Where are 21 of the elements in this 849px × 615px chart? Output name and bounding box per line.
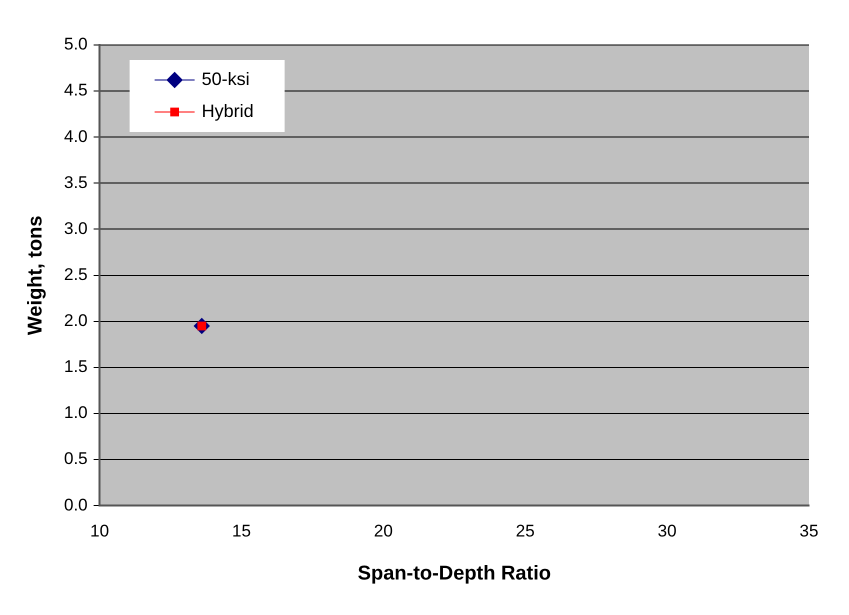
y-tick-label: 3.0: [64, 218, 88, 238]
y-tick-label: 2.0: [64, 311, 88, 330]
x-axis-title: Span-to-Depth Ratio: [358, 562, 551, 585]
x-tick-label: 35: [800, 521, 818, 540]
legend-label: Hybrid: [202, 100, 254, 121]
legend-label: 50-ksi: [202, 68, 250, 89]
x-tick-label: 30: [658, 521, 677, 540]
x-tick-label: 15: [232, 521, 251, 540]
y-tick-label: 1.0: [64, 403, 88, 422]
y-tick-label: 4.0: [64, 126, 88, 146]
x-tick-label: 20: [374, 521, 393, 540]
y-tick-label: 0.5: [64, 449, 88, 468]
y-tick-label: 2.5: [64, 264, 88, 284]
y-tick-label: 0.0: [64, 495, 88, 514]
y-tick-label: 4.5: [64, 80, 88, 100]
x-tick-label: 10: [90, 521, 110, 540]
y-tick-label: 3.5: [64, 172, 88, 192]
x-tick-label: 25: [516, 521, 535, 540]
y-tick-label: 1.5: [64, 357, 88, 376]
y-axis-title: Weight, tons: [24, 215, 47, 336]
y-tick-label: 5.0: [64, 34, 88, 54]
